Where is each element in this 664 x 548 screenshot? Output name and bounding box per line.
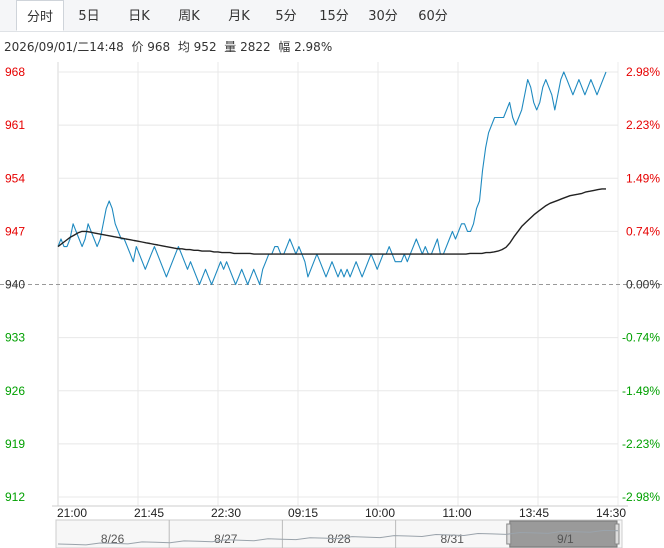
navigator-date-label: 8/28 bbox=[327, 532, 351, 546]
percent-tick-label: 1.49% bbox=[626, 171, 660, 185]
y-tick-label: 926 bbox=[5, 384, 25, 398]
y-tick-label: 940 bbox=[5, 278, 25, 292]
navigator-date-label: 8/27 bbox=[214, 532, 238, 546]
navigator-date-label: 9/1 bbox=[557, 532, 574, 546]
tab-2[interactable]: 5日 bbox=[78, 9, 100, 24]
info-volume: 2822 bbox=[240, 40, 271, 54]
tab-5[interactable]: 月K bbox=[228, 9, 250, 24]
tab-7[interactable]: 15分 bbox=[319, 9, 349, 24]
percent-tick-label: -2.23% bbox=[622, 437, 660, 451]
navigator-handle-right bbox=[614, 523, 620, 545]
tab-3[interactable]: 日K bbox=[128, 9, 150, 24]
percent-tick-label: 2.23% bbox=[626, 118, 660, 132]
tab-6[interactable]: 5分 bbox=[275, 9, 297, 24]
info-change-label: 幅 bbox=[278, 40, 291, 54]
x-tick-label: 22:30 bbox=[211, 506, 241, 520]
navigator-date-label: 8/26 bbox=[101, 532, 125, 546]
percent-tick-label: 2.98% bbox=[626, 65, 660, 79]
percent-tick-label: -2.98% bbox=[622, 490, 660, 504]
info-price-label: 价 bbox=[131, 40, 144, 54]
y-tick-label: 912 bbox=[5, 490, 25, 504]
y-tick-label: 968 bbox=[5, 65, 25, 79]
y-tick-label: 933 bbox=[5, 331, 25, 345]
y-tick-label: 961 bbox=[5, 118, 25, 132]
tab-4[interactable]: 周K bbox=[178, 9, 200, 24]
percent-tick-label: -0.74% bbox=[622, 331, 660, 345]
tab-9[interactable]: 60分 bbox=[418, 9, 448, 24]
chart-series bbox=[57, 71, 607, 286]
x-tick-label: 13:45 bbox=[519, 506, 549, 520]
info-datetime: 2026/09/01/二14:48 bbox=[4, 40, 124, 54]
info-bar: 2026/09/01/二14:48 价 968 均 952 量 2822 幅 2… bbox=[4, 38, 332, 55]
x-tick-label: 11:00 bbox=[442, 506, 471, 520]
x-tick-label: 09:15 bbox=[288, 506, 318, 520]
navigator-selection bbox=[509, 520, 618, 548]
tab-8[interactable]: 30分 bbox=[368, 9, 398, 24]
x-tick-label: 21:00 bbox=[57, 506, 87, 520]
y-axis-right-percent: 2.98% 2.23% 1.49% 0.74% 0.00% -0.74% -1.49% -2.… bbox=[622, 65, 660, 504]
y-axis-left: 968 961 954 947 940 933 926 919 912 bbox=[5, 65, 25, 504]
info-price: 968 bbox=[147, 40, 171, 54]
info-change: 2.98% bbox=[294, 40, 333, 54]
range-navigator[interactable]: 8/26 8/27 8/28 8/31 9/1 bbox=[55, 519, 623, 548]
average-line bbox=[57, 188, 606, 255]
percent-tick-label: 0.74% bbox=[626, 224, 660, 238]
percent-tick-label: -1.49% bbox=[622, 384, 660, 398]
x-tick-label: 21:45 bbox=[134, 506, 164, 520]
tab-1[interactable]: 分时 bbox=[16, 0, 64, 31]
info-volume-label: 量 bbox=[224, 40, 237, 54]
x-tick-label: 14:30 bbox=[596, 506, 626, 520]
period-tabs: 分时 5日 日K 周K 月K 5分 15分 30分 60分 bbox=[0, 0, 664, 32]
y-tick-label: 919 bbox=[5, 437, 25, 451]
navigator-date-label: 8/31 bbox=[441, 532, 465, 546]
chart-grid bbox=[0, 62, 664, 506]
y-tick-label: 954 bbox=[5, 171, 25, 185]
y-tick-label: 947 bbox=[5, 224, 25, 238]
info-avg: 952 bbox=[193, 40, 217, 54]
x-axis: 21:00 21:45 22:30 09:15 10:00 11:00 13:45 14:30 bbox=[52, 505, 628, 520]
price-line bbox=[57, 71, 607, 286]
navigator-trace bbox=[57, 529, 619, 546]
percent-tick-label: 0.00% bbox=[626, 278, 660, 292]
x-tick-label: 10:00 bbox=[365, 506, 395, 520]
info-avg-label: 均 bbox=[177, 40, 190, 54]
